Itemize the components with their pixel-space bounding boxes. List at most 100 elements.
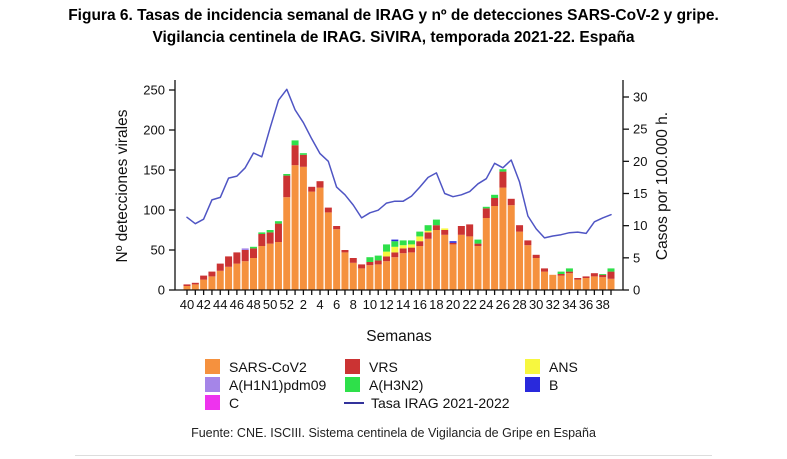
bar-segment-SARS-CoV2-w44 [216, 270, 224, 290]
bar-segment-SARS-CoV2-w24 [482, 218, 490, 290]
legend-color-swatch-icon [345, 377, 360, 392]
bars-group [183, 140, 615, 290]
bar-segment-VRS-w7 [341, 250, 349, 253]
bar-segment-VRS-w29 [524, 240, 532, 246]
legend-label: SARS-CoV2 [229, 358, 307, 375]
x-tick-label: 26 [496, 297, 510, 312]
bar-segment-VRS-w27 [507, 198, 515, 206]
bar-segment-VRS-w16 [416, 241, 424, 246]
x-tick-label: 44 [213, 297, 227, 312]
bar-segment-ANS-w19 [441, 228, 449, 230]
bar-segment-VRS-w33 [557, 274, 565, 276]
bar-segment-VRS-w15 [407, 247, 415, 253]
bar-segment-A(H3N2)-w26 [499, 169, 507, 172]
x-tick-label: 22 [462, 297, 476, 312]
y-tick-label-right: 15 [633, 186, 647, 201]
bar-segment-VRS-w14 [399, 248, 407, 254]
y-tick-label-right: 20 [633, 154, 647, 169]
bar-segment-VRS-w45 [225, 256, 233, 267]
legend-color-swatch-icon [345, 359, 360, 374]
bar-segment-VRS-w17 [424, 232, 432, 239]
x-tick-label: 34 [562, 297, 576, 312]
bar-segment-VRS-w20 [449, 242, 457, 245]
bar-segment-VRS-w9 [358, 264, 366, 269]
x-tick-label: 52 [280, 297, 294, 312]
bar-segment-A(H3N2)-w10 [366, 257, 374, 262]
x-tick-label: 6 [333, 297, 340, 312]
bar-segment-VRS-w10 [366, 262, 374, 266]
legend-label: ANS [549, 358, 578, 375]
x-tick-label: 2 [300, 297, 307, 312]
axes-group [169, 80, 629, 295]
bar-segment-VRS-w47 [241, 250, 249, 262]
irag-rate-line [186, 88, 612, 239]
bar-segment-SARS-CoV2-w18 [432, 230, 440, 290]
bar-segment-SARS-CoV2-w14 [399, 253, 407, 290]
bar-segment-SARS-CoV2-w35 [574, 279, 582, 290]
y-tick-label-right: 30 [633, 90, 647, 105]
bottom-divider [75, 455, 712, 456]
bar-segment-SARS-CoV2-w39 [607, 278, 615, 290]
bar-segment-A(H3N2)-w12 [383, 244, 391, 252]
legend-item-sars-cov2: SARS-CoV2 [205, 358, 326, 375]
bar-segment-SARS-CoV2-w51 [274, 242, 282, 290]
bar-segment-VRS-w25 [491, 198, 499, 206]
bar-segment-SARS-CoV2-w17 [424, 238, 432, 290]
bar-segment-SARS-CoV2-w30 [532, 258, 540, 290]
bar-segment-VRS-w8 [349, 258, 357, 263]
bar-segment-SARS-CoV2-w32 [549, 274, 557, 290]
legend-color-swatch-icon [205, 359, 220, 374]
y-tick-label-left: 100 [143, 203, 165, 218]
bar-segment-ANS-w17 [424, 230, 432, 233]
x-tick-label: 48 [246, 297, 260, 312]
bar-segment-A(H3N2)-w14 [399, 240, 407, 246]
bar-segment-VRS-w22 [466, 224, 474, 237]
bar-segment-SARS-CoV2-w8 [349, 262, 357, 290]
bar-segment-SARS-CoV2-w38 [599, 277, 607, 290]
bar-segment-A(H3N2)-w34 [565, 268, 573, 272]
bar-segment-SARS-CoV2-w31 [540, 271, 548, 290]
x-tick-label: 18 [429, 297, 443, 312]
bar-segment-SARS-CoV2-w27 [507, 205, 515, 290]
bar-segment-A(H3N2)-w16 [416, 231, 424, 237]
bar-segment-SARS-CoV2-w41 [191, 284, 199, 290]
legend-column-1: SARS-CoV2 A(H1N1)pdm09 C [205, 358, 326, 411]
x-tick-label: 16 [413, 297, 427, 312]
x-tick-label: 32 [546, 297, 560, 312]
bar-segment-SARS-CoV2-w5 [324, 212, 332, 290]
bar-segment-VRS-w38 [599, 274, 607, 278]
bar-segment-VRS-w42 [200, 275, 208, 280]
bar-segment-VRS-w43 [208, 271, 216, 277]
bar-segment-SARS-CoV2-w45 [225, 266, 233, 290]
bar-segment-SARS-CoV2-w11 [374, 264, 382, 290]
bar-segment-A(H3N2)-w11 [374, 255, 382, 261]
bar-segment-SARS-CoV2-w29 [524, 245, 532, 290]
bar-segment-VRS-w50 [266, 232, 274, 244]
x-tick-label: 24 [479, 297, 493, 312]
source-note: Fuente: CNE. ISCIII. Sistema centinela d… [191, 426, 596, 440]
bar-segment-SARS-CoV2-w34 [565, 273, 573, 290]
legend-color-swatch-icon [205, 377, 220, 392]
bar-segment-VRS-w40 [183, 284, 191, 286]
bar-segment-VRS-w49 [258, 234, 266, 246]
x-tick-label: 46 [230, 297, 244, 312]
bar-segment-SARS-CoV2-w20 [449, 244, 457, 290]
x-tick-label: 36 [579, 297, 593, 312]
bar-segment-ANS-w16 [416, 236, 424, 242]
bar-segment-A(H3N2)-w17 [424, 225, 432, 231]
bar-segment-ANS-w13 [391, 246, 399, 253]
bar-segment-SARS-CoV2-w33 [557, 275, 565, 290]
bar-segment-VRS-w35 [574, 278, 582, 280]
bar-segment-VRS-w34 [565, 271, 573, 274]
legend-item-vrs: VRS [345, 359, 510, 375]
bar-segment-A(H3N2)-w52 [283, 174, 291, 176]
bar-segment-A(H3N2)-w48 [250, 246, 258, 249]
bar-segment-SARS-CoV2-w13 [391, 257, 399, 290]
bar-segment-SARS-CoV2-w46 [233, 263, 241, 290]
x-axis-title: Semanas [366, 328, 432, 345]
bar-segment-SARS-CoV2-w22 [466, 236, 474, 290]
bar-segment-SARS-CoV2-w49 [258, 246, 266, 290]
bar-segment-A(H3N2)-w13 [391, 241, 399, 247]
bar-segment-VRS-w46 [233, 252, 241, 264]
